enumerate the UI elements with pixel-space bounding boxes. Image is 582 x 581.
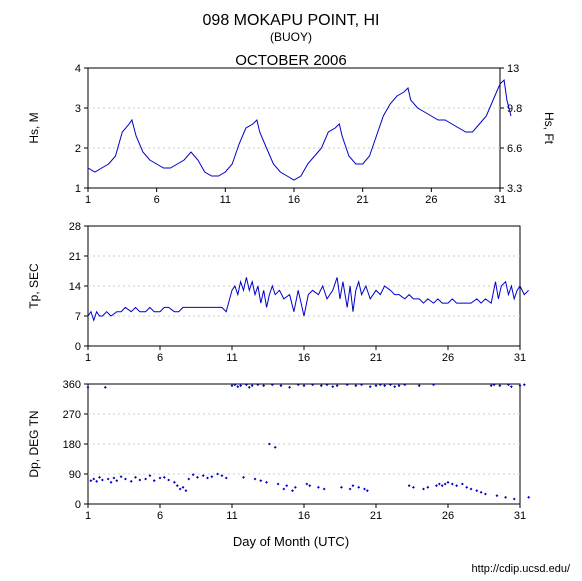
svg-text:3: 3 [75,103,81,115]
svg-text:16: 16 [298,352,310,364]
svg-text:14: 14 [69,281,81,293]
svg-text:21: 21 [357,194,369,206]
station-title: 098 MOKAPU POINT, HI [0,12,582,30]
y-axis-label-left: Tp, SEC [27,263,41,309]
svg-text:11: 11 [226,352,237,364]
series-line [88,80,511,180]
chart-svg: 12343.36.69.813161116212631Hs, MHs, Ft [0,60,582,208]
svg-text:360: 360 [63,379,81,391]
svg-text:11: 11 [226,510,237,522]
svg-text:0: 0 [75,341,81,353]
series-line [88,277,529,320]
svg-text:1: 1 [85,510,91,522]
svg-text:13: 13 [507,63,519,75]
svg-text:26: 26 [442,510,454,522]
station-subtitle: (BUOY) [0,30,582,44]
attribution: http://cdip.ucsd.edu/ [472,563,570,575]
svg-text:26: 26 [425,194,437,206]
hs-chart: 12343.36.69.813161116212631Hs, MHs, Ft [0,60,582,208]
y-axis-label-left: Hs, M [27,112,41,143]
svg-text:28: 28 [69,221,81,233]
svg-text:180: 180 [63,439,81,451]
svg-text:16: 16 [298,510,310,522]
title-block: 098 MOKAPU POINT, HI (BUOY) OCTOBER 2006 [0,0,582,69]
dp-chart: 090180270360161116212631Dp, DEG TN [0,376,582,524]
svg-text:1: 1 [85,352,91,364]
svg-text:6.6: 6.6 [507,143,522,155]
svg-text:6: 6 [157,352,163,364]
svg-text:31: 31 [514,510,526,522]
svg-text:21: 21 [69,251,81,263]
svg-text:4: 4 [75,63,81,75]
y-axis-label-left: Dp, DEG TN [27,410,41,477]
svg-text:1: 1 [75,183,81,195]
svg-text:6: 6 [154,194,160,206]
charts-container: 12343.36.69.813161116212631Hs, MHs, Ft 0… [0,60,582,549]
page-root: 098 MOKAPU POINT, HI (BUOY) OCTOBER 2006… [0,0,582,581]
svg-text:7: 7 [75,311,81,323]
svg-text:21: 21 [370,352,382,364]
svg-text:270: 270 [63,409,81,421]
svg-text:0: 0 [75,499,81,511]
chart-svg: 090180270360161116212631Dp, DEG TN [0,376,582,524]
svg-text:16: 16 [288,194,300,206]
svg-text:11: 11 [220,194,231,206]
svg-text:26: 26 [442,352,454,364]
svg-text:1: 1 [85,194,91,206]
y-axis-label-right: Hs, Ft [542,112,556,145]
svg-text:6: 6 [157,510,163,522]
x-axis-label: Day of Month (UTC) [0,534,582,549]
svg-text:3.3: 3.3 [507,183,522,195]
chart-svg: 07142128161116212631Tp, SEC [0,218,582,366]
svg-text:31: 31 [514,352,526,364]
svg-text:90: 90 [69,469,81,481]
svg-text:21: 21 [370,510,382,522]
tp-chart: 07142128161116212631Tp, SEC [0,218,582,366]
svg-text:31: 31 [494,194,506,206]
svg-text:2: 2 [75,143,81,155]
